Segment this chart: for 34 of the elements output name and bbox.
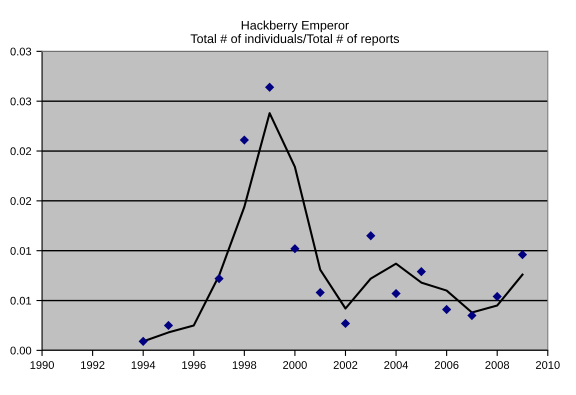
point (316, 288, 325, 298)
x-tick-label: 2008 (485, 361, 510, 369)
y-tick-label: 0.03 (10, 97, 32, 106)
y-tick-label: 0.02 (10, 197, 32, 205)
point (492, 292, 502, 302)
point (416, 267, 426, 276)
point (214, 274, 224, 284)
point (265, 82, 274, 92)
y-tick-label: 0.00 (10, 346, 32, 354)
point (240, 135, 249, 145)
x-tick-label: 2004 (384, 361, 408, 369)
x-tick-label: 1992 (81, 361, 104, 369)
point (442, 304, 452, 314)
x-tick-label: 1996 (182, 361, 206, 369)
y-tick-label: 0.01 (10, 246, 32, 255)
y-tick-label: 0.01 (10, 296, 32, 305)
point (164, 320, 174, 330)
x-tick-label: 2000 (283, 361, 307, 369)
x-tick-label: 2002 (334, 361, 358, 369)
y-tick-label: 0.02 (10, 147, 32, 156)
x-tick-label: 1990 (30, 361, 54, 369)
point (340, 318, 350, 328)
point (467, 310, 477, 320)
y-tick-label: 0.03 (10, 48, 32, 56)
x-tick-label: 1998 (232, 361, 256, 369)
x-tick-label: 2006 (434, 361, 458, 369)
point (391, 288, 401, 298)
point (138, 336, 148, 346)
x-tick-label: 2010 (536, 361, 560, 369)
point (518, 250, 528, 260)
point (366, 231, 376, 240)
x-tick-label: 1994 (132, 361, 156, 369)
point (290, 244, 300, 254)
chart-title: Hackberry Emperor Total # of individuals/Total # of reports (190, 20, 400, 46)
